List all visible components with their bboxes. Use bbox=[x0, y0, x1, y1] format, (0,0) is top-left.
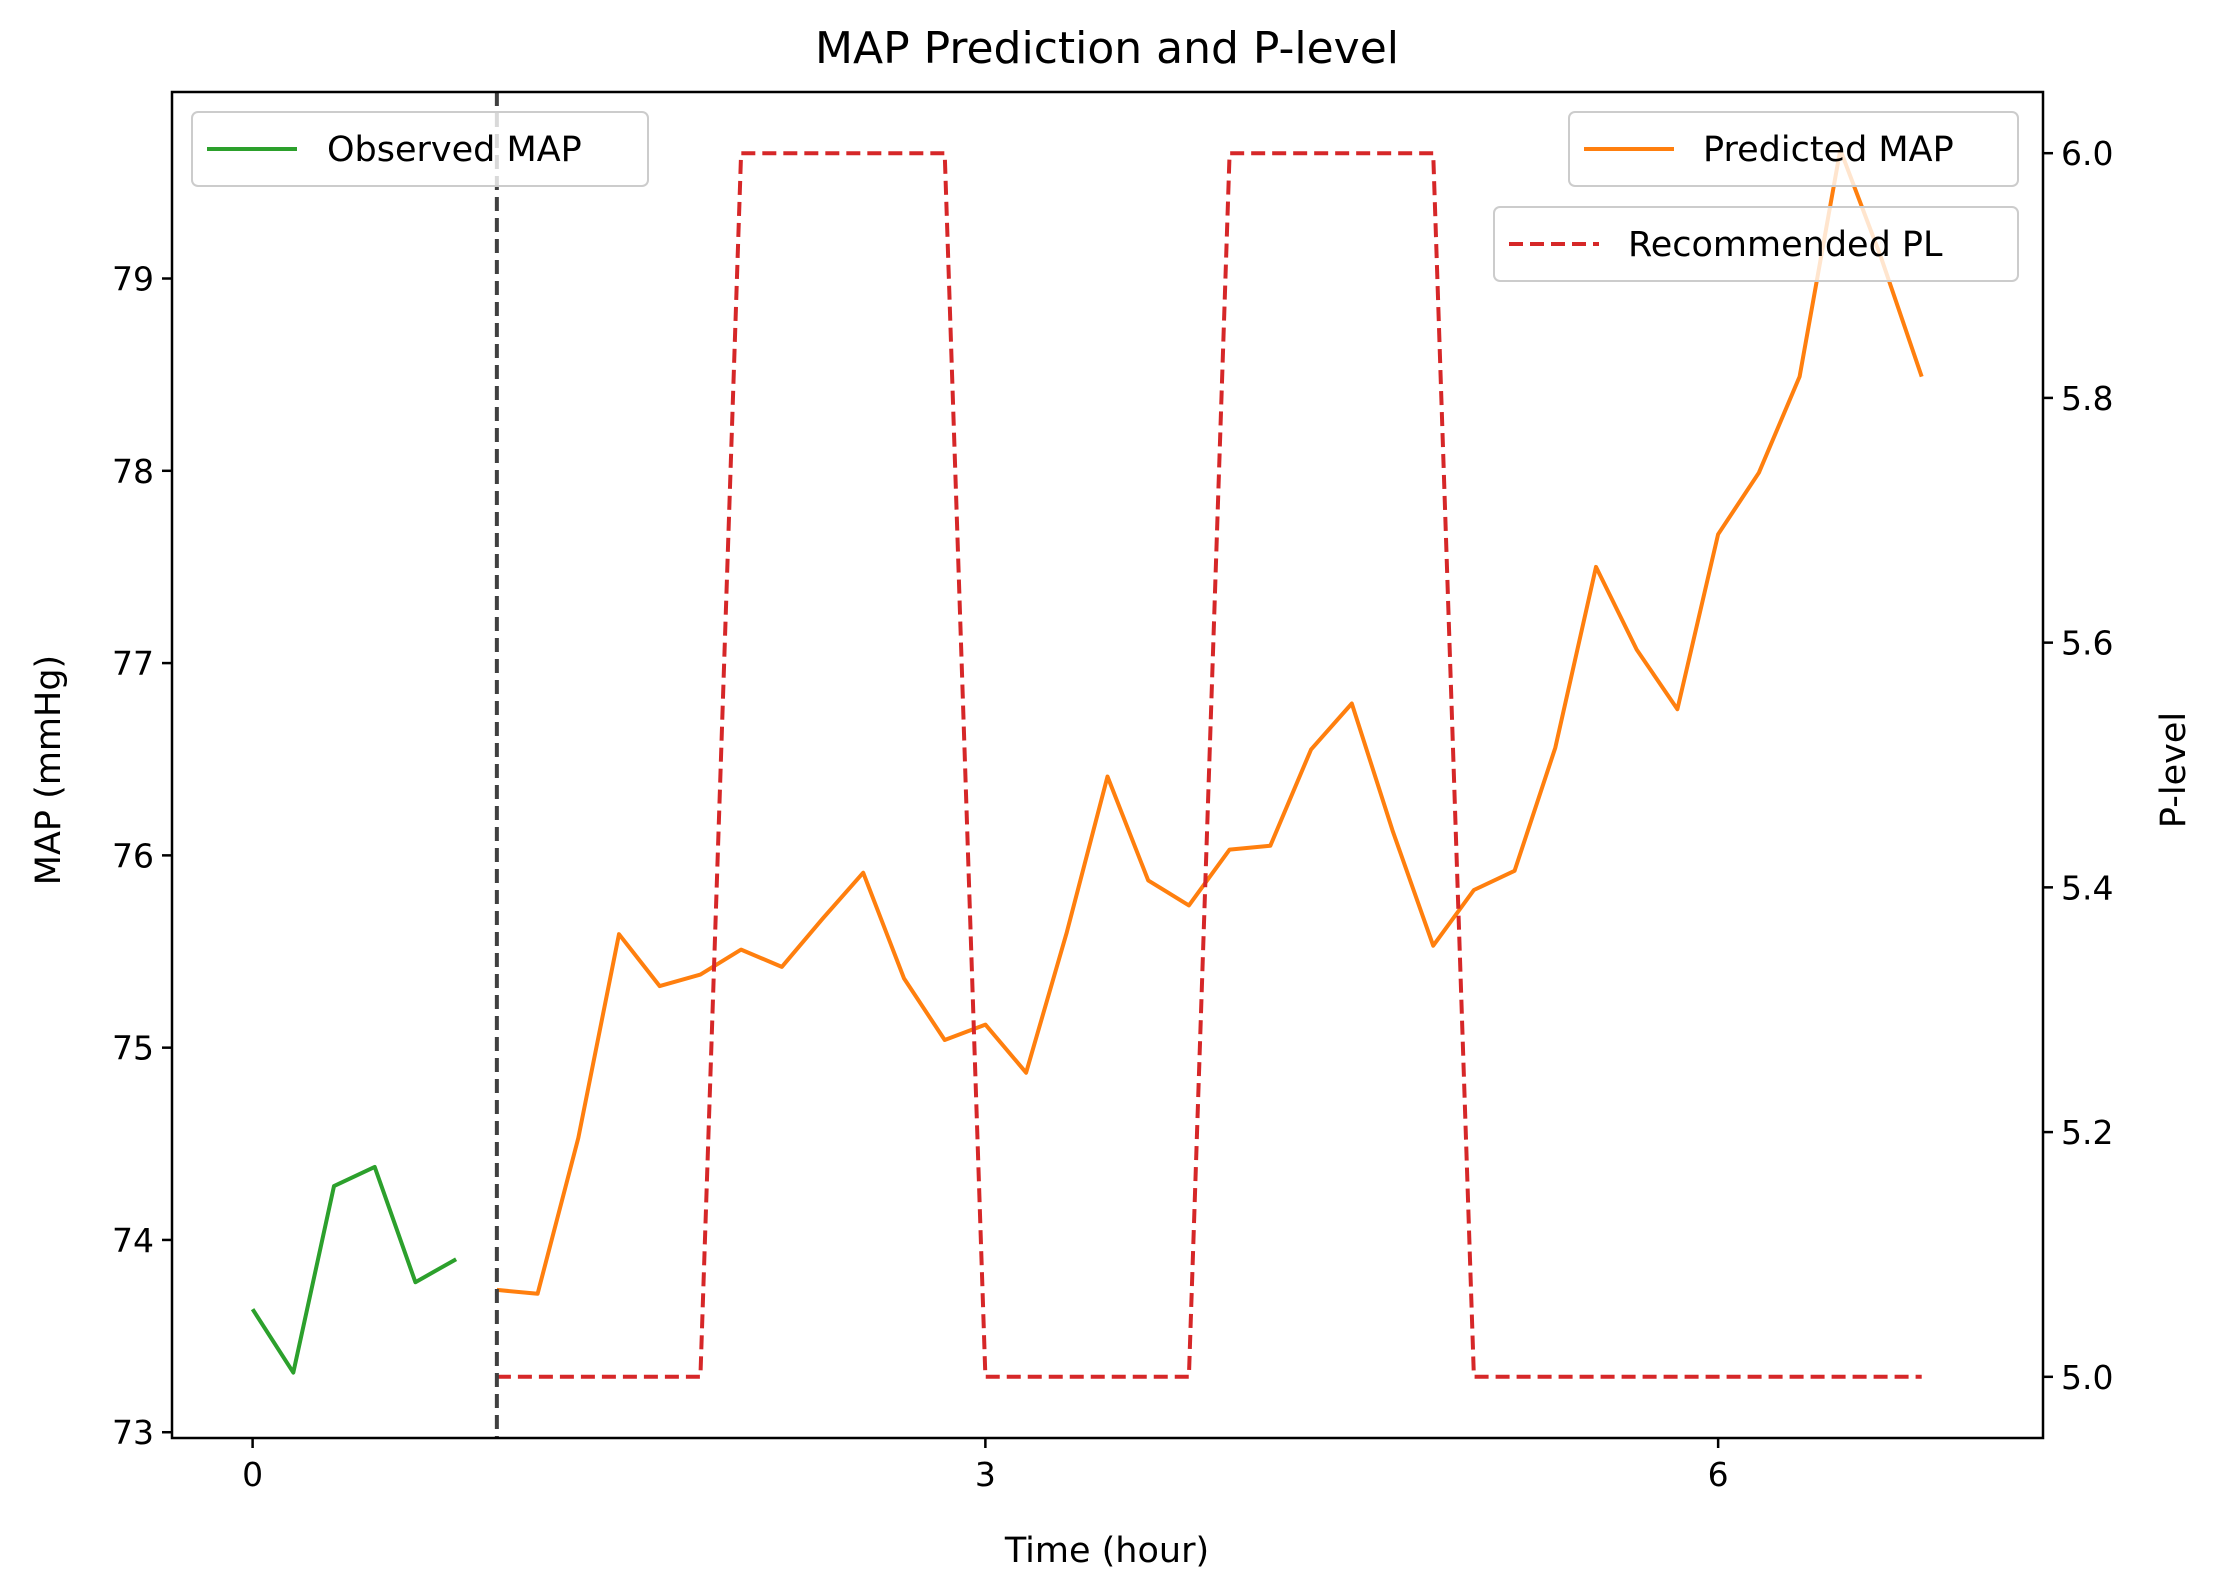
legend-recommended-label: Recommended PL bbox=[1628, 225, 1943, 265]
y-axis-left-label: MAP (mmHg) bbox=[29, 655, 69, 885]
y-left-tick-label-3: 76 bbox=[112, 836, 154, 875]
y-left-tick-label-0: 73 bbox=[112, 1413, 154, 1452]
series-line-0 bbox=[250, 1164, 458, 1375]
chart-title: MAP Prediction and P-level bbox=[815, 23, 1399, 74]
plot-frame bbox=[170, 90, 2045, 1440]
legend-recommended-box bbox=[1493, 206, 2019, 282]
series-line-1 bbox=[496, 147, 1924, 1296]
legend-predicted-label: Predicted MAP bbox=[1703, 130, 1954, 170]
left-axis: 73 74 75 76 77 78 79 bbox=[112, 260, 172, 1452]
x-axis-label: Time (hour) bbox=[1004, 1531, 1209, 1571]
y-right-tick-label-1: 5.2 bbox=[2061, 1113, 2113, 1152]
y-right-tick-label-5: 6.0 bbox=[2061, 134, 2113, 173]
y-left-tick-label-5: 78 bbox=[112, 452, 154, 491]
legend-predicted: Predicted MAP bbox=[1568, 111, 2019, 187]
y-left-tick-label-4: 77 bbox=[112, 644, 154, 683]
x-tick-label-1: 3 bbox=[975, 1455, 996, 1494]
x-tick-label-0: 0 bbox=[242, 1455, 263, 1494]
legend-recommended: Recommended PL bbox=[1493, 206, 2019, 282]
legend-observed: Observed MAP bbox=[191, 111, 649, 187]
legend-predicted-box bbox=[1568, 111, 2019, 187]
series-group bbox=[250, 92, 1924, 1438]
y-right-tick-label-3: 5.6 bbox=[2061, 624, 2113, 663]
y-right-tick-label-4: 5.8 bbox=[2061, 379, 2113, 418]
y-left-tick-label-1: 74 bbox=[112, 1221, 154, 1260]
x-axis: 0 3 6 bbox=[242, 1438, 1729, 1494]
legend-observed-label: Observed MAP bbox=[327, 130, 582, 170]
y-left-tick-label-2: 75 bbox=[112, 1029, 154, 1068]
series-line-2 bbox=[496, 151, 1922, 1379]
y-right-tick-label-0: 5.0 bbox=[2061, 1358, 2113, 1397]
x-tick-label-2: 6 bbox=[1708, 1455, 1729, 1494]
y-axis-right-label: P-level bbox=[2154, 712, 2194, 828]
right-axis: 5.0 5.2 5.4 5.6 5.8 6.0 bbox=[2043, 134, 2113, 1397]
y-right-tick-label-2: 5.4 bbox=[2061, 868, 2113, 907]
legend-observed-box bbox=[191, 111, 649, 187]
y-left-tick-label-6: 79 bbox=[112, 260, 154, 299]
